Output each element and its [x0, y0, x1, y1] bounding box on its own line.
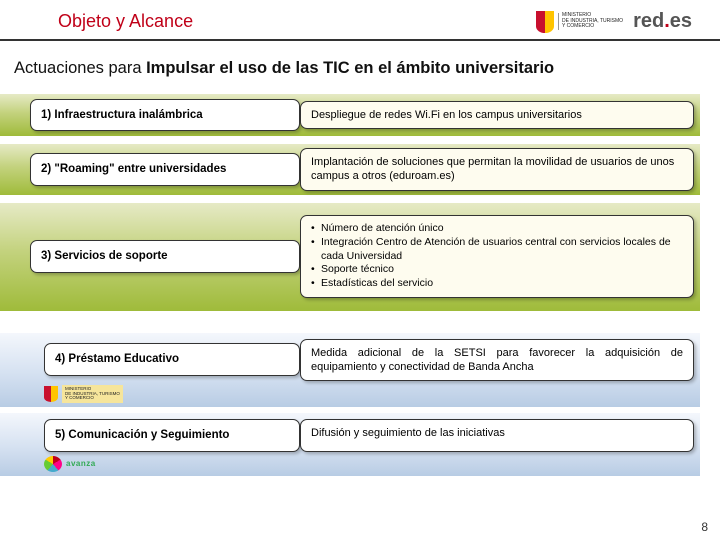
spacer: [0, 319, 700, 333]
ministry-label: MINISTERIO DE INDUSTRIA, TURISMO Y COMER…: [558, 13, 623, 30]
slide-header: Objeto y Alcance MINISTERIO DE INDUSTRIA…: [0, 0, 720, 41]
redes-logo: red.es: [633, 10, 692, 33]
header-logos: MINISTERIO DE INDUSTRIA, TURISMO Y COMER…: [536, 10, 692, 33]
mini-ministry-text: MINISTERIO DE INDUSTRIA, TURISMO Y COMER…: [62, 385, 123, 403]
green-row-3: 3) Servicios de soporte Número de atenci…: [0, 203, 700, 311]
header-title: Objeto y Alcance: [58, 11, 193, 32]
redes-post: es: [670, 10, 692, 32]
page-number: 8: [701, 520, 708, 534]
row2-right-card: Implantación de soluciones que permitan …: [300, 148, 694, 191]
avanza-text: avanza: [66, 459, 96, 468]
subtitle-pre: Actuaciones para: [14, 59, 146, 77]
row5-right-card: Difusión y seguimiento de las iniciativa…: [300, 419, 694, 452]
redes-pre: red: [633, 10, 664, 32]
subtitle: Actuaciones para Impulsar el uso de las …: [14, 59, 706, 78]
ministry-logo: MINISTERIO DE INDUSTRIA, TURISMO Y COMER…: [536, 11, 623, 33]
spain-shield-icon: [536, 11, 554, 33]
row1-right-card: Despliegue de redes Wi.Fi en los campus …: [300, 101, 694, 129]
blue-row-2: 5) Comunicación y Seguimiento Difusión y…: [0, 413, 700, 476]
bullet-1: Número de atención único: [311, 222, 683, 236]
row1-left-card: 1) Infraestructura inalámbrica: [30, 99, 300, 132]
bullet-2: Integración Centro de Atención de usuari…: [311, 236, 683, 263]
row3-left-card: 3) Servicios de soporte: [30, 240, 300, 273]
blue-row-1: 4) Préstamo Educativo Medida adicional d…: [0, 333, 700, 407]
avanza-logo: avanza: [44, 456, 96, 472]
mini-shield-icon: [44, 386, 58, 402]
subtitle-bold: Impulsar el uso de las TIC en el ámbito …: [146, 59, 554, 77]
avanza-swirl-icon: [44, 456, 62, 472]
green-row-2: 2) "Roaming" entre universidades Implant…: [0, 144, 700, 195]
row4-left-card: 4) Préstamo Educativo: [44, 343, 300, 376]
row3-right-card: Número de atención único Integración Cen…: [300, 215, 694, 297]
row2-left-card: 2) "Roaming" entre universidades: [30, 153, 300, 186]
green-row-1: 1) Infraestructura inalámbrica Despliegu…: [0, 94, 700, 136]
row3-bullets: Número de atención único Integración Cen…: [311, 222, 683, 290]
subtitle-row: Actuaciones para Impulsar el uso de las …: [0, 41, 720, 94]
bullet-3: Soporte técnico: [311, 263, 683, 277]
bullet-4: Estadísticas del servicio: [311, 277, 683, 291]
content-rows: 1) Infraestructura inalámbrica Despliegu…: [0, 94, 720, 476]
row4-right-card: Medida adicional de la SETSI para favore…: [300, 339, 694, 382]
ministry-mini-logo: MINISTERIO DE INDUSTRIA, TURISMO Y COMER…: [44, 385, 123, 403]
row5-left-card: 5) Comunicación y Seguimiento: [44, 419, 300, 452]
